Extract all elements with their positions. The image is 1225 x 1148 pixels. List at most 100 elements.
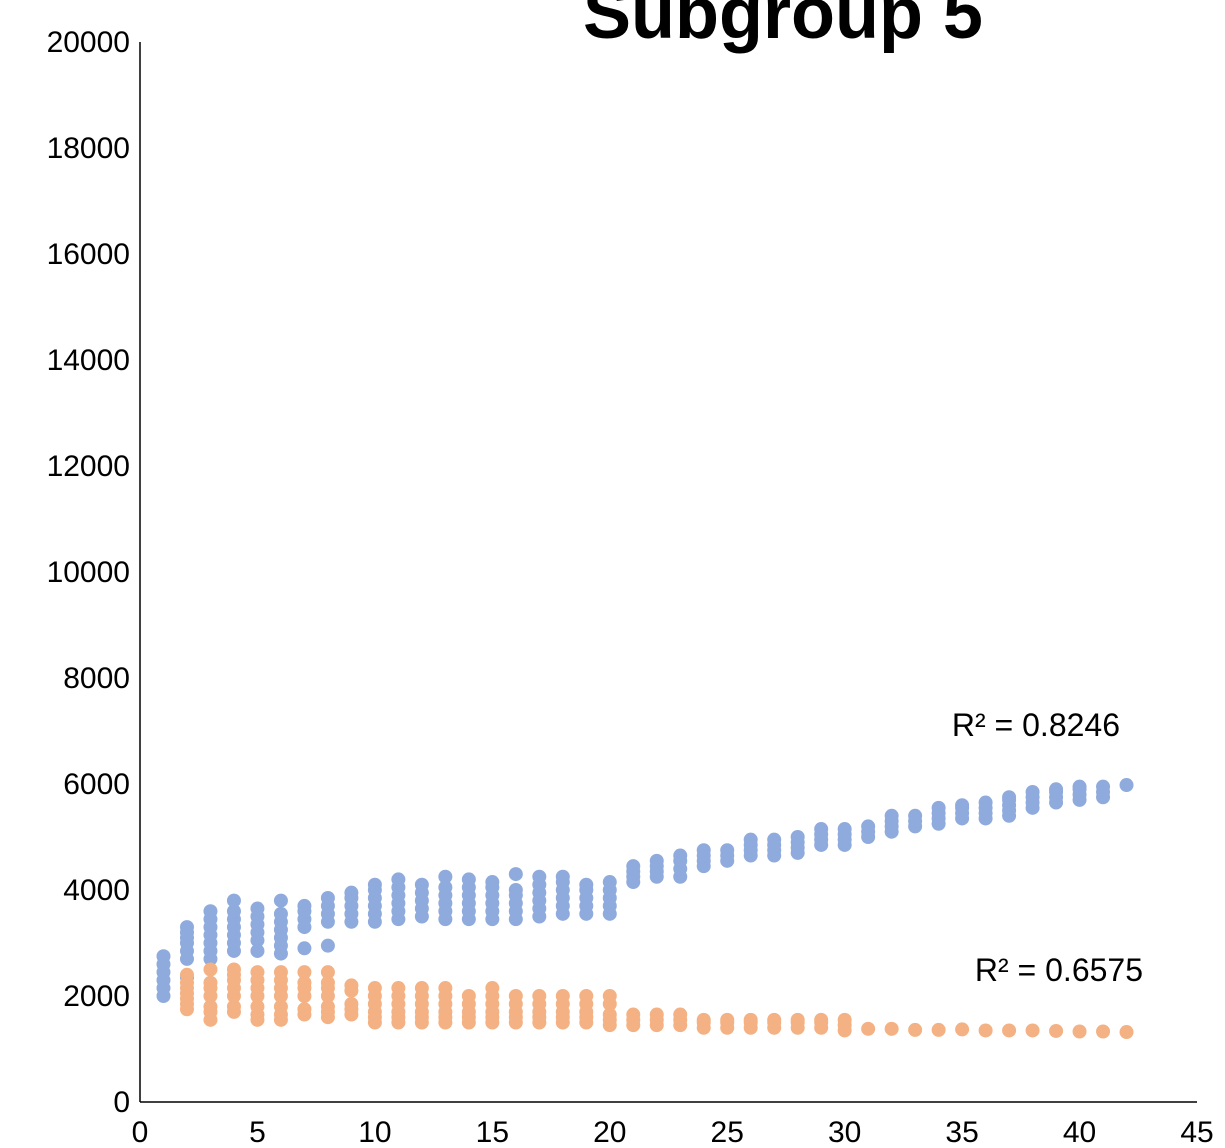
data-point	[649, 853, 664, 868]
data-point	[250, 943, 265, 958]
x-tick-label: 5	[249, 1116, 266, 1148]
x-tick-label: 0	[132, 1116, 149, 1148]
data-point	[861, 1021, 876, 1036]
data-point	[203, 904, 218, 919]
data-point	[226, 904, 241, 919]
data-point	[297, 1002, 312, 1017]
data-point	[1049, 1023, 1064, 1038]
data-point	[414, 981, 429, 996]
data-point	[1025, 784, 1040, 799]
data-point	[344, 978, 359, 993]
data-point	[297, 975, 312, 990]
data-point	[1002, 790, 1017, 805]
data-point	[532, 989, 547, 1003]
x-tick-label: 35	[945, 1116, 978, 1148]
data-point	[461, 989, 476, 1003]
data-point	[297, 965, 312, 980]
data-point	[626, 859, 641, 874]
y-tick-labels: 0 2000 4000 6000 8000 10000 12000 14000 16000 180…	[47, 26, 130, 1119]
data-point	[1072, 1024, 1087, 1039]
y-tick-label: 6000	[63, 768, 130, 801]
data-points	[156, 778, 1134, 1040]
data-point	[414, 877, 429, 892]
data-point	[1072, 779, 1087, 794]
data-point	[485, 981, 500, 996]
data-point	[250, 901, 265, 916]
data-point	[273, 965, 288, 980]
data-point	[837, 822, 852, 837]
data-point	[485, 875, 500, 890]
data-point	[203, 975, 218, 990]
data-point	[250, 965, 265, 980]
y-tick-label: 16000	[47, 238, 130, 271]
data-point	[1002, 1023, 1017, 1038]
data-point	[955, 798, 970, 813]
data-point	[438, 869, 453, 884]
data-point	[226, 893, 241, 908]
data-point	[626, 1007, 641, 1022]
x-tick-labels: 0 5 10 15 20 25 30 35 40 45	[132, 1116, 1214, 1148]
data-point	[696, 1012, 711, 1027]
data-point	[955, 1022, 970, 1037]
data-point	[649, 1007, 664, 1022]
x-tick-label: 10	[358, 1116, 391, 1148]
data-point	[767, 832, 782, 847]
data-point	[790, 1012, 805, 1027]
data-point	[203, 962, 218, 977]
data-point	[320, 975, 335, 990]
data-point	[743, 1012, 758, 1027]
data-point	[1119, 1025, 1134, 1040]
data-point	[767, 1012, 782, 1027]
data-point	[344, 996, 359, 1011]
data-point	[1119, 778, 1134, 793]
data-point	[931, 1022, 946, 1037]
data-point	[861, 819, 876, 834]
data-point	[438, 981, 453, 996]
data-point	[508, 989, 523, 1003]
data-point	[320, 999, 335, 1014]
data-point	[179, 967, 194, 982]
data-point	[320, 965, 335, 980]
data-point	[297, 941, 312, 956]
data-point	[555, 989, 570, 1003]
data-point	[673, 1007, 688, 1022]
y-tick-label: 4000	[63, 874, 130, 907]
data-point	[273, 906, 288, 921]
data-point	[884, 808, 899, 823]
data-point	[367, 981, 382, 996]
data-point	[532, 869, 547, 884]
x-tick-label: 15	[476, 1116, 509, 1148]
x-tick-label: 20	[593, 1116, 626, 1148]
x-tick-label: 30	[828, 1116, 861, 1148]
r-squared-label-blue: R² = 0.8246	[952, 707, 1120, 743]
data-point	[978, 1023, 993, 1038]
data-point	[203, 999, 218, 1014]
x-tick-label: 45	[1180, 1116, 1213, 1148]
y-tick-label: 18000	[47, 132, 130, 165]
data-point	[344, 885, 359, 900]
y-tick-label: 14000	[47, 344, 130, 377]
y-tick-label: 10000	[47, 556, 130, 589]
data-point	[673, 848, 688, 863]
data-point	[602, 1007, 617, 1022]
chart-title: Subgroup 5	[583, 0, 983, 54]
data-point	[908, 808, 923, 823]
data-point	[720, 1012, 735, 1027]
series-1	[179, 962, 1134, 1040]
x-tick-label: 25	[711, 1116, 744, 1148]
data-point	[814, 1012, 829, 1027]
data-point	[555, 869, 570, 884]
data-point	[908, 1022, 923, 1037]
data-point	[978, 795, 993, 810]
r-squared-label-orange: R² = 0.6575	[975, 952, 1143, 988]
data-point	[508, 867, 523, 882]
data-point	[720, 843, 735, 858]
y-tick-label: 12000	[47, 450, 130, 483]
y-tick-label: 2000	[63, 980, 130, 1013]
data-point	[250, 999, 265, 1014]
y-tick-label: 8000	[63, 662, 130, 695]
data-point	[790, 830, 805, 844]
data-point	[320, 938, 335, 953]
data-point	[156, 949, 171, 964]
